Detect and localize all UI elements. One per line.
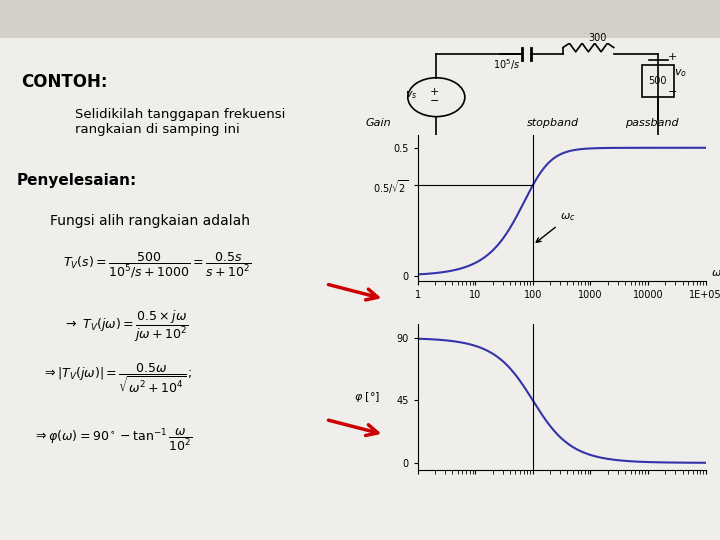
FancyBboxPatch shape (642, 65, 674, 97)
Text: $\omega_c$: $\omega_c$ (536, 212, 576, 242)
Text: passband: passband (625, 118, 678, 127)
Text: −: − (667, 87, 677, 97)
Text: $v_s$: $v_s$ (405, 89, 417, 101)
Text: $\rightarrow\ T_V(j\omega) = \dfrac{0.5 \times j\omega}{j\omega + 10^2}$: $\rightarrow\ T_V(j\omega) = \dfrac{0.5 … (63, 309, 189, 344)
Text: Penyelesaian:: Penyelesaian: (17, 173, 137, 188)
Text: CONTOH:: CONTOH: (21, 73, 107, 91)
Text: $v_o$: $v_o$ (674, 68, 687, 79)
Text: 300: 300 (588, 33, 607, 43)
Text: Gain: Gain (366, 118, 392, 127)
Text: $T_V(s) = \dfrac{500}{10^5/s + 1000} = \dfrac{0.5s}{s + 10^2}$: $T_V(s) = \dfrac{500}{10^5/s + 1000} = \… (63, 251, 251, 280)
Text: +: + (667, 52, 677, 63)
Text: 500: 500 (649, 76, 667, 86)
Text: +: + (430, 87, 439, 97)
Text: Selidikilah tanggapan frekuensi
rangkaian di samping ini: Selidikilah tanggapan frekuensi rangkaia… (75, 108, 286, 136)
Text: $\omega$: $\omega$ (711, 268, 720, 278)
Text: $10^5/s$: $10^5/s$ (493, 57, 521, 72)
Text: $\varphi\ [°]$: $\varphi\ [°]$ (354, 390, 381, 404)
Text: $\Rightarrow \varphi(\omega) = 90^\circ - \tan^{-1}\dfrac{\omega}{10^2}$: $\Rightarrow \varphi(\omega) = 90^\circ … (33, 427, 193, 453)
Text: Fungsi alih rangkaian adalah: Fungsi alih rangkaian adalah (50, 213, 250, 227)
Text: stopband: stopband (527, 118, 579, 127)
Text: $\Rightarrow |T_V(j\omega)| = \dfrac{0.5\omega}{\sqrt{\omega^2 + 10^4}}\,;$: $\Rightarrow |T_V(j\omega)| = \dfrac{0.5… (42, 362, 192, 396)
Text: −: − (430, 96, 439, 106)
